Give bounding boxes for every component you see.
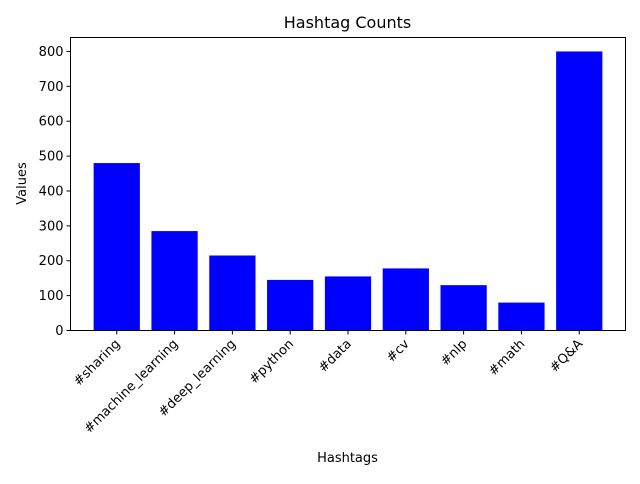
x-axis: #sharing#machine_learning#deep_learning #… — [71, 330, 586, 437]
bar-1 — [151, 231, 198, 331]
x-tick-label-8: #Q&A — [547, 337, 586, 376]
bar-8 — [556, 51, 603, 331]
x-tick-label-1: #machine_learning — [81, 337, 181, 437]
x-tick-label-4: #data — [316, 337, 355, 376]
y-tick-label-1: 100 — [39, 289, 64, 304]
bar-0 — [93, 163, 140, 331]
y-tick-label-8: 800 — [39, 45, 64, 60]
y-tick-label-3: 300 — [39, 219, 64, 234]
y-tick-label-0: 0 — [55, 324, 63, 339]
y-axis-label: Values — [15, 162, 30, 205]
y-tick-label-6: 600 — [39, 115, 64, 130]
bar-4 — [324, 276, 372, 331]
y-axis: 0 100 200 300 400 500 600 700 800 — [39, 45, 71, 339]
bar-7 — [498, 302, 545, 331]
chart-title: Hashtag Counts — [284, 13, 411, 32]
plot-frame — [70, 37, 626, 331]
x-tick-label-6: #nlp — [438, 337, 471, 370]
x-tick-label-7: #math — [486, 337, 528, 379]
y-tick-label-4: 400 — [39, 184, 64, 199]
y-tick-label-5: 500 — [39, 150, 64, 165]
bar-3 — [267, 279, 314, 331]
y-tick-label-2: 200 — [39, 254, 64, 269]
x-tick-label-5: #cv — [384, 337, 413, 366]
x-tick-label-3: #python — [247, 337, 297, 387]
x-tick-label-0: #sharing — [71, 337, 124, 390]
x-axis-label: Hashtags — [317, 451, 378, 466]
bar-6 — [440, 285, 487, 331]
bar-5 — [382, 268, 429, 331]
y-tick-label-7: 700 — [39, 80, 64, 95]
bar-2 — [209, 255, 256, 331]
bars-group — [93, 51, 603, 331]
